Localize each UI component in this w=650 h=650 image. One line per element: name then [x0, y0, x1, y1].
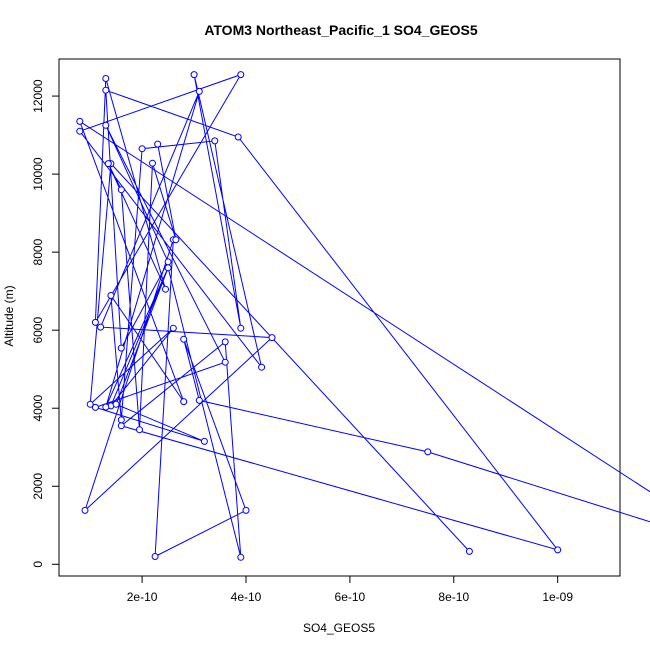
y-tick-label: 8000: [31, 238, 45, 265]
data-point: [81, 506, 89, 514]
y-tick-label: 12000: [31, 79, 45, 113]
x-axis-label: SO4_GEOS5: [303, 621, 375, 635]
data-point: [221, 358, 229, 366]
data-point: [180, 335, 188, 343]
data-point: [195, 87, 203, 95]
y-axis: 0 2000 4000 6000 8000 10000 12000: [31, 79, 60, 568]
data-point: [200, 437, 208, 445]
data-point: [91, 318, 99, 326]
y-axis-label: Altitude (m): [2, 285, 16, 346]
series-line: [78, 73, 650, 558]
data-point: [195, 396, 203, 404]
data-point: [268, 334, 276, 342]
data-point: [117, 422, 125, 430]
x-tick-label: 4e-10: [231, 590, 262, 604]
data-point: [76, 117, 84, 125]
y-tick-label: 2000: [31, 473, 45, 500]
chart-title: ATOM3 Northeast_Pacific_1 SO4_GEOS5: [204, 22, 478, 38]
data-point: [102, 403, 110, 411]
data-point: [242, 506, 250, 514]
data-point: [554, 546, 562, 554]
x-tick-label: 8e-10: [438, 590, 469, 604]
data-point: [86, 400, 94, 408]
data-point: [465, 547, 473, 555]
data-point: [190, 71, 198, 79]
x-axis: 2e-10 4e-10 6e-10 8e-10 1e-09: [127, 575, 573, 604]
data-point: [237, 71, 245, 79]
data-point: [211, 137, 219, 145]
data-point: [258, 363, 266, 371]
data-point: [424, 448, 432, 456]
y-tick-label: 6000: [31, 317, 45, 344]
data-point: [117, 344, 125, 352]
data-point: [234, 133, 242, 141]
x-tick-label: 1e-09: [542, 590, 573, 604]
data-point: [180, 398, 188, 406]
series-layer: [76, 71, 650, 561]
y-tick-label: 0: [31, 561, 45, 568]
data-point: [154, 140, 162, 148]
data-point: [162, 285, 169, 293]
x-tick-label: 2e-10: [127, 590, 158, 604]
data-point: [117, 186, 125, 194]
data-point: [164, 264, 172, 272]
data-point: [104, 160, 112, 168]
data-point: [97, 323, 105, 331]
data-point: [149, 159, 156, 167]
data-point: [107, 292, 115, 299]
data-point: [91, 403, 99, 411]
x-tick-label: 6e-10: [335, 590, 366, 604]
y-tick-label: 10000: [31, 157, 45, 191]
data-point: [169, 324, 177, 332]
data-point: [76, 127, 84, 135]
data-point: [172, 236, 180, 244]
data-point: [117, 416, 125, 424]
data-point: [237, 324, 245, 332]
data-point: [138, 145, 146, 153]
data-point: [136, 426, 143, 434]
data-point: [102, 86, 110, 94]
data-point: [112, 400, 120, 408]
y-tick-label: 4000: [31, 395, 45, 422]
data-point: [164, 258, 172, 266]
data-point: [102, 121, 110, 129]
data-point: [237, 553, 245, 561]
data-point: [151, 553, 159, 560]
data-point: [221, 338, 229, 346]
data-point: [102, 75, 110, 82]
